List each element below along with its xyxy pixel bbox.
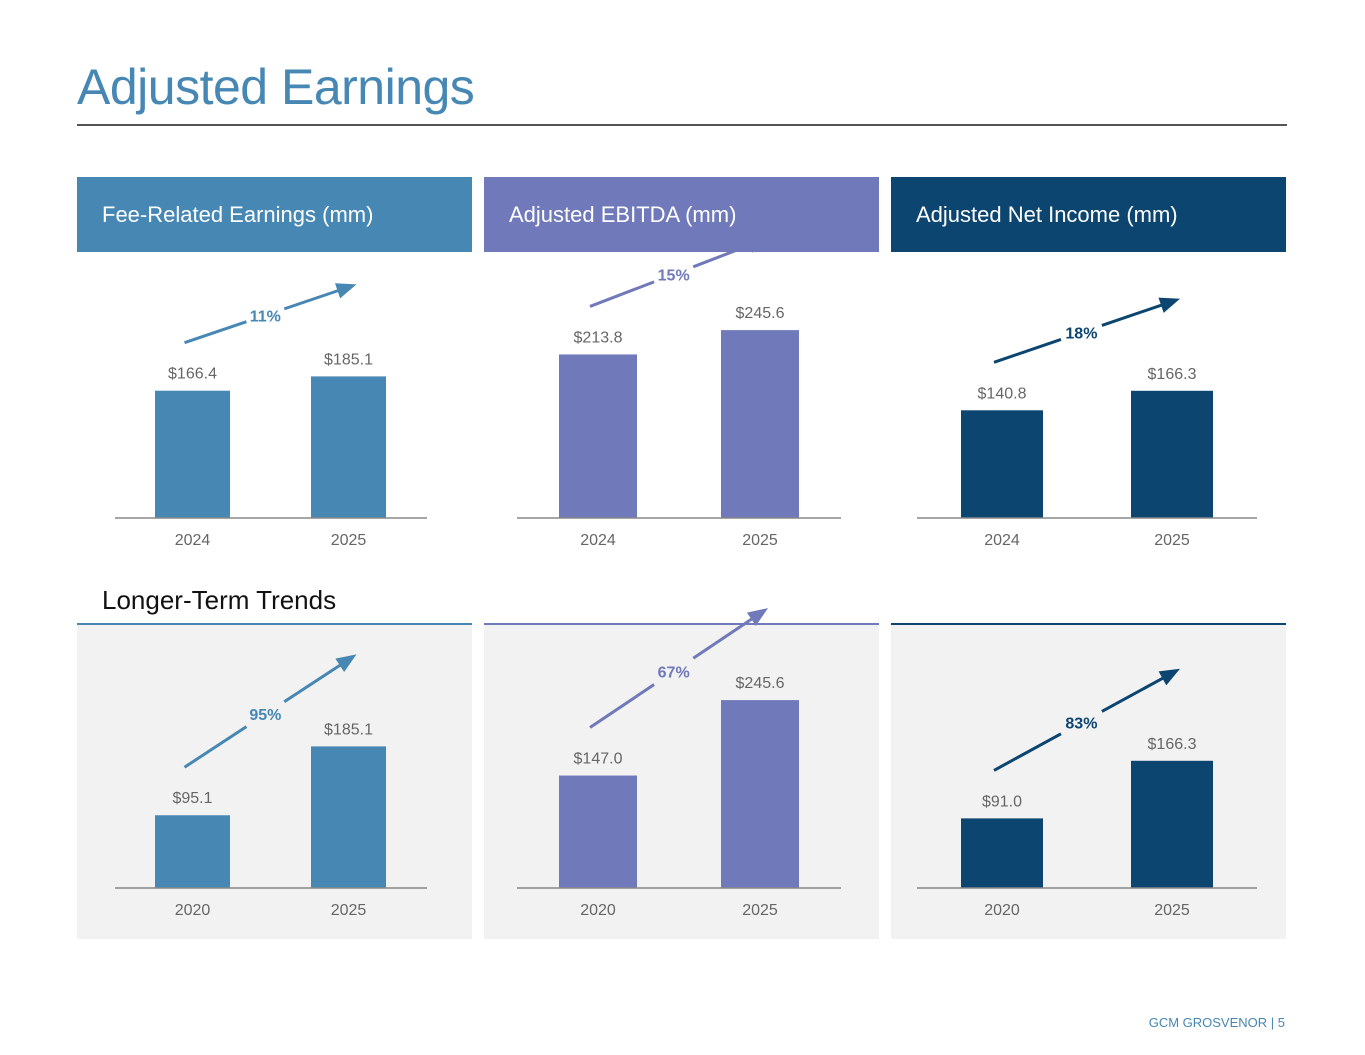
chart-fre-recent-value-label-2024: $166.4 xyxy=(168,366,217,383)
chart-fre-longer-term-growth-arrowhead xyxy=(335,654,357,673)
chart-fre-recent-growth-arrowhead xyxy=(334,283,357,299)
chart-fre-longer-term-tick-label-2020: 2020 xyxy=(175,902,211,919)
chart-ani-recent-growth-arrow xyxy=(993,301,1170,364)
chart-ebitda-longer-term-value-label-2020: $147.0 xyxy=(574,751,623,768)
panel-header-adjusted-net-income: Adjusted Net Income (mm) xyxy=(891,177,1286,252)
chart-ebitda-recent-growth-arrow xyxy=(589,241,758,308)
chart-ebitda-recent: $213.8 2024 $245.6 2025 15% xyxy=(517,237,841,549)
chart-ebitda-recent-bar-2024 xyxy=(559,354,637,518)
chart-ani-longer-term-tick-label-2025: 2025 xyxy=(1154,902,1190,919)
chart-ebitda-longer-term-growth-arrowhead xyxy=(746,608,768,626)
chart-ani-recent-tick-label-2024: 2024 xyxy=(984,532,1020,549)
chart-ani-recent-value-label-2024: $140.8 xyxy=(978,385,1027,402)
panel-header-fee-related-earnings: Fee-Related Earnings (mm) xyxy=(77,177,472,252)
chart-fre-longer-term-bar-2020 xyxy=(155,815,230,888)
chart-ani-recent-bar-2025 xyxy=(1131,390,1213,518)
chart-fre-longer-term-growth-label: 95% xyxy=(249,707,281,724)
chart-fre-longer-term-growth-arrow xyxy=(183,659,348,769)
chart-ebitda-recent-bar-2025 xyxy=(721,330,799,518)
chart-ani-longer-term-tick-label-2020: 2020 xyxy=(984,902,1020,919)
chart-fre-recent-bar-2024 xyxy=(155,390,230,518)
chart-ebitda-recent-value-label-2025: $245.6 xyxy=(736,305,785,322)
chart-ebitda-longer-term-value-label-2025: $245.6 xyxy=(736,675,785,692)
chart-fre-longer-term-tick-label-2025: 2025 xyxy=(331,902,367,919)
chart-fre-longer-term-value-label-2020: $95.1 xyxy=(172,790,212,807)
chart-ani-recent-tick-label-2025: 2025 xyxy=(1154,532,1190,549)
chart-ebitda-longer-term-bar-2025 xyxy=(721,700,799,888)
chart-ani-longer-term-growth-label: 83% xyxy=(1065,716,1097,733)
chart-ebitda-longer-term-tick-label-2020: 2020 xyxy=(580,902,616,919)
chart-ani-recent-growth-label: 18% xyxy=(1065,325,1097,342)
page-title: Adjusted Earnings xyxy=(77,59,475,115)
chart-ebitda-longer-term-tick-label-2025: 2025 xyxy=(742,902,778,919)
chart-fre-recent-tick-label-2024: 2024 xyxy=(175,532,211,549)
chart-fre-recent-growth-label: 11% xyxy=(250,308,281,325)
chart-ani-longer-term: $91.0 2020 $166.3 2025 83% xyxy=(917,668,1257,919)
chart-fre-recent: $166.4 2024 $185.1 2025 11% xyxy=(115,283,427,549)
trend-panel-background-ani xyxy=(891,625,1286,939)
chart-ebitda-recent-growth-arrowhead xyxy=(746,237,768,253)
trend-divider-fre xyxy=(77,623,472,625)
chart-ani-recent: $140.8 2024 $166.3 2025 18% xyxy=(917,297,1257,549)
chart-ebitda-longer-term-growth-arrow xyxy=(589,613,759,729)
trend-divider-ani xyxy=(891,623,1286,625)
chart-fre-recent-bar-2025 xyxy=(311,376,386,518)
chart-ebitda-recent-growth-label: 15% xyxy=(658,267,690,284)
chart-fre-longer-term-value-label-2025: $185.1 xyxy=(324,721,373,738)
chart-ani-recent-growth-arrowhead xyxy=(1158,297,1180,313)
chart-ebitda-longer-term-bar-2020 xyxy=(559,775,637,888)
chart-ebitda-longer-term: $147.0 2020 $245.6 2025 67% xyxy=(517,608,841,919)
chart-fre-recent-growth-arrow xyxy=(184,286,346,345)
trend-panel-background-fre xyxy=(77,625,472,939)
chart-ani-longer-term-bar-2025 xyxy=(1131,760,1213,888)
chart-ebitda-longer-term-growth-label: 67% xyxy=(658,664,690,681)
chart-ani-longer-term-growth-arrowhead xyxy=(1158,668,1180,686)
chart-ani-longer-term-growth-arrow xyxy=(993,673,1171,772)
chart-ebitda-recent-value-label-2024: $213.8 xyxy=(574,329,623,346)
title-divider xyxy=(77,124,1287,126)
section-label-longer-term-trends: Longer-Term Trends xyxy=(102,585,337,615)
chart-ebitda-recent-tick-label-2024: 2024 xyxy=(580,532,616,549)
panel-header-adjusted-ebitda: Adjusted EBITDA (mm) xyxy=(484,177,879,252)
chart-ani-recent-value-label-2025: $166.3 xyxy=(1148,366,1197,383)
chart-fre-longer-term-bar-2025 xyxy=(311,746,386,888)
trend-divider-ebitda xyxy=(484,623,879,625)
chart-fre-recent-value-label-2025: $185.1 xyxy=(324,351,373,368)
chart-fre-recent-tick-label-2025: 2025 xyxy=(331,532,367,549)
chart-fre-longer-term: $95.1 2020 $185.1 2025 95% xyxy=(115,654,427,919)
chart-ani-recent-bar-2024 xyxy=(961,410,1043,518)
chart-ebitda-recent-tick-label-2025: 2025 xyxy=(742,532,778,549)
footer-page-label: GCM GROSVENOR | 5 xyxy=(1148,1015,1285,1030)
chart-ani-longer-term-bar-2020 xyxy=(961,818,1043,888)
trend-panel-background-ebitda xyxy=(484,625,879,939)
chart-ani-longer-term-value-label-2020: $91.0 xyxy=(982,793,1022,810)
chart-ani-longer-term-value-label-2025: $166.3 xyxy=(1148,736,1197,753)
